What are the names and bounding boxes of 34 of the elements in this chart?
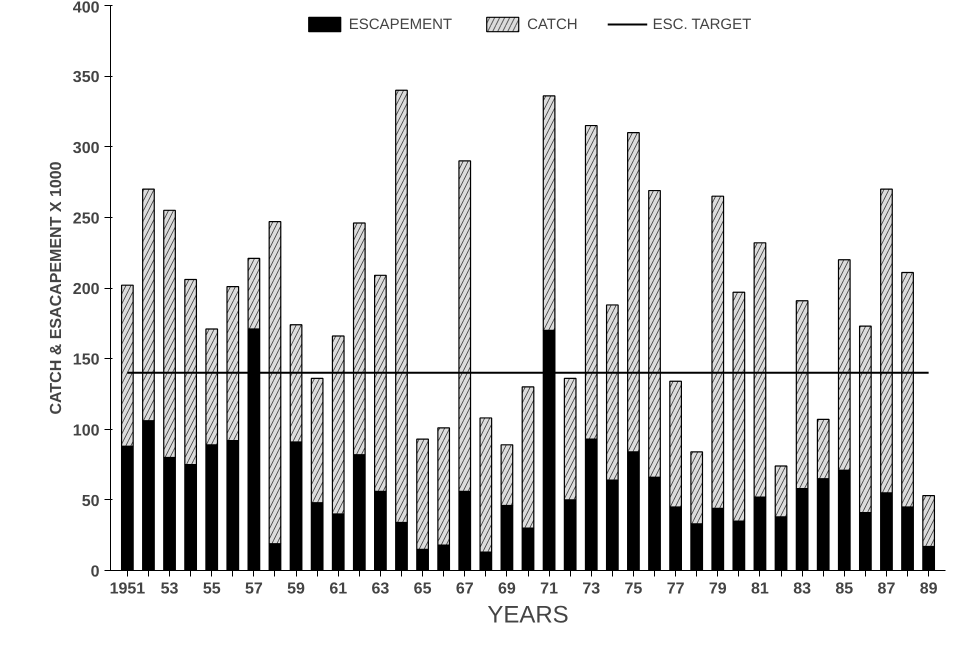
x-tick-label: 79: [708, 580, 727, 598]
x-tick-label: 1951: [110, 580, 146, 598]
legend-label: ESC. TARGET: [652, 16, 752, 32]
y-tick-label: 200: [72, 281, 100, 298]
x-tick-label: 75: [624, 580, 642, 598]
x-tick-label: 71: [540, 580, 558, 598]
legend-label: ESCAPEMENT: [348, 16, 452, 32]
x-tick-label: 87: [878, 580, 896, 598]
x-tick-label: 61: [329, 580, 348, 598]
y-tick-label: 150: [72, 352, 100, 369]
x-tick-label: 83: [793, 580, 812, 598]
y-tick-label: 50: [82, 492, 100, 510]
x-tick-label: 77: [666, 580, 685, 598]
y-axis-title: CATCH & ESACAPEMENT X 1000: [48, 161, 65, 415]
y-tick-label: 0: [90, 564, 100, 580]
y-tick-label: 100: [72, 422, 100, 440]
x-tick-label: 73: [582, 580, 600, 598]
y-tick-label: 400: [72, 0, 100, 16]
x-tick-label: 69: [498, 580, 516, 598]
y-tick-label: 350: [72, 69, 100, 86]
x-tick-label: 81: [751, 580, 769, 598]
x-tick-label: 85: [835, 580, 854, 598]
x-tick-label: 65: [414, 580, 432, 598]
x-axis-title: YEARS: [487, 602, 569, 628]
x-tick-label: 53: [160, 580, 179, 598]
x-tick-label: 67: [456, 580, 474, 598]
x-tick-label: 59: [287, 580, 306, 598]
x-tick-label: 63: [372, 580, 390, 598]
x-tick-label: 57: [244, 580, 263, 598]
y-tick-label: 250: [72, 210, 100, 228]
y-tick-label: 300: [72, 140, 100, 157]
x-tick-label: 89: [920, 580, 938, 598]
legend-label: CATCH: [527, 16, 578, 32]
x-tick-label: 55: [202, 580, 221, 598]
